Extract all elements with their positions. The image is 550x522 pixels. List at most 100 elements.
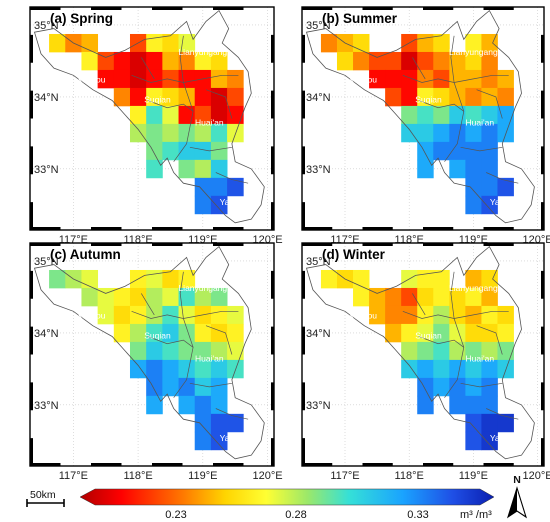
heatmap-cell [449,141,466,161]
heatmap-cell [194,377,212,397]
heatmap-cell [178,123,196,143]
province-boundary [305,245,535,460]
district-boundary [147,100,194,112]
heatmap-cell [401,287,418,307]
colorbar-tick-2: 0.33 [407,509,428,521]
province-boundary [33,245,265,460]
heatmap-cell [401,69,418,89]
panel-title: (b) Summer [322,11,398,26]
heatmap-cell [465,287,482,307]
heatmap-cell [178,341,196,361]
heatmap-cell [113,323,131,343]
heatmap-cell [353,287,370,307]
panel-title: (a) Spring [50,11,113,26]
heatmap-cell [385,51,402,71]
heatmap-cell [481,177,498,197]
heatmap-cell [178,105,196,125]
heatmap-cell [433,105,450,125]
city-label: Yangzhou [490,197,528,207]
heatmap-cell [178,359,196,379]
heatmap-cell [481,323,498,343]
heatmap-cell [194,123,212,143]
heatmap-cell [320,33,338,53]
heatmap-cell [178,87,196,107]
heatmap-cell [481,69,498,89]
heatmap-cell [385,87,402,107]
district-boundary [141,57,155,80]
heatmap-cell [481,123,498,143]
heatmap-cell [210,159,228,179]
heatmap-cell [433,87,450,107]
city-label: Suqian [415,95,442,105]
heatmap-cell [178,377,196,397]
heatmap-cell [433,305,450,325]
lon-tick-label: 118°E [123,470,152,482]
heatmap-cell [417,395,434,415]
map-panel: Lianyungang Xuzhou Suqian Huai'an Yangzhou (c… [29,242,283,482]
heatmap-cell [146,359,163,379]
heatmap-cell [433,377,450,397]
heatmap-cell [369,69,386,89]
heatmap-cell [401,123,418,143]
heatmap-cell [146,33,163,53]
heatmap-cell [162,377,179,397]
heatmap-cell [113,87,131,107]
lon-tick-label: 120°E [523,470,550,482]
heatmap-cell [481,305,498,325]
heatmap-cell [210,195,228,215]
heatmap-cell [113,51,131,71]
city-label: Lianyungang [178,283,227,293]
district-boundary [444,271,465,398]
heatmap-cell [417,33,434,53]
heatmap-cell [433,123,450,143]
heatmap-cell [49,33,66,53]
heatmap-cell [497,341,514,361]
heatmap-cell [401,359,418,379]
lon-tick-label: 117°E [330,470,359,482]
heatmap-cell [227,413,244,433]
heatmap-cell [129,359,147,379]
heatmap-cell [385,323,402,343]
scale-bar-label: 50km [30,489,56,501]
map-panel: Lianyungang Xuzhou Suqian Huai'an Yangzhou (b… [301,6,550,246]
heatmap-cell [401,341,418,361]
heatmap-cell [146,123,163,143]
heatmap-cell [97,51,115,71]
heatmap-cell [146,69,163,89]
heatmap-cells [49,33,244,215]
lat-tick-label: 33°N [34,164,59,176]
heatmap-cell [401,87,418,107]
lon-tick-label: 118°E [395,470,424,482]
heatmap-cell [497,413,514,433]
heatmap-cell [433,341,450,361]
district-boundary [476,89,503,119]
heatmap-cell [336,51,354,71]
lat-tick-label: 33°N [306,164,331,176]
heatmap-cell [465,51,482,71]
heatmap-cell [497,69,514,89]
heatmap-cell [497,323,514,343]
heatmap-cell [449,287,466,307]
heatmap-cell [146,159,163,179]
heatmap-cells [320,33,514,215]
district-boundary [215,172,249,184]
map-frame-ticks [30,7,274,230]
heatmap-cell [449,341,466,361]
city-label: Xuzhou [77,75,106,85]
city-label: Yangzhou [490,433,528,443]
city-label: Yangzhou [220,433,258,443]
heatmap-cell [194,395,212,415]
heatmap-cell [113,287,131,307]
heatmap-cell [417,269,434,289]
map-panels: Lianyungang Xuzhou Suqian Huai'an Yangzhou (a… [29,6,550,482]
heatmap-cell [194,141,212,161]
heatmap-cell [210,105,228,125]
heatmap-cell [210,413,228,433]
heatmap-cell [162,269,179,289]
heatmap-cell [162,105,179,125]
heatmap-cell [433,323,450,343]
heatmap-cell [481,341,498,361]
heatmap-cell [449,69,466,89]
city-label: Lianyungang [449,283,498,293]
heatmap-cell [497,305,514,325]
